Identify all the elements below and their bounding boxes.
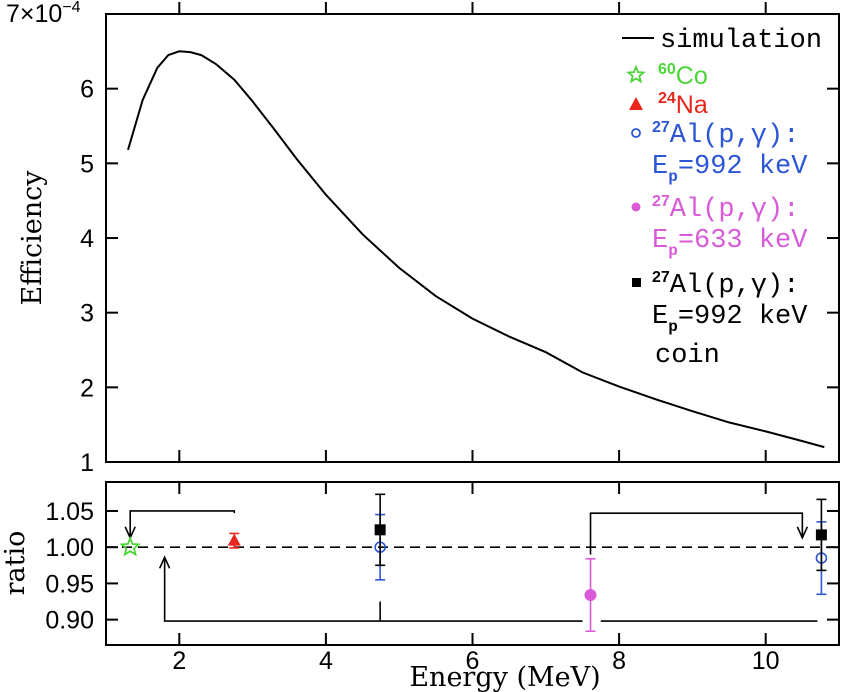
y-scale-exponent: −4	[62, 0, 80, 16]
ratio-y-ticks: 0.90 0.95 1.00 1.05	[45, 498, 839, 635]
ratio-panel: 0.90 0.95 1.00 1.05 2 4 6 8 10 ratio Energy (Me…	[0, 481, 840, 692]
ratio-y-axis-label: ratio	[0, 531, 31, 596]
legend-al992-coin-square-icon	[632, 278, 641, 287]
connector-bracket-2	[163, 557, 583, 622]
legend-al992-label-line1: 27Al(p,γ):	[652, 119, 799, 151]
legend-al992-coin-label-line1: 27Al(p,γ):	[652, 269, 799, 301]
efficiency-x-ticks	[178, 2, 767, 462]
legend-al633-label-line2: Ep=633 keV	[652, 226, 808, 260]
legend-na24-label: 24Na	[658, 90, 708, 119]
ratio-y-tick-label-1.00: 1.00	[45, 534, 94, 562]
x-tick-label-2: 2	[172, 647, 186, 675]
legend-al992-coin-label-line2: Ep=992 keV	[652, 302, 808, 336]
marker-square-3	[374, 524, 386, 536]
connector-bracket-1	[589, 512, 804, 555]
x-tick-label-8: 8	[612, 647, 626, 675]
ratio-x-ticks: 2 4 6 8 10	[172, 482, 780, 675]
ratio-point-3-square	[374, 493, 386, 567]
connector-arrowhead-2	[158, 555, 171, 569]
y-tick-label-2: 2	[80, 374, 94, 402]
y-tick-label-6: 6	[80, 76, 94, 104]
marker-square-6	[815, 529, 827, 541]
x-axis-label: Energy (MeV)	[409, 662, 600, 692]
ratio-point-6-square	[815, 498, 827, 572]
marker-triangle-1	[227, 533, 241, 546]
marker-star-0	[119, 535, 141, 557]
legend-al992-open-circle-icon	[631, 128, 641, 138]
legend-al992-label-line2: Ep=992 keV	[652, 152, 808, 186]
x-tick-label-10: 10	[752, 647, 780, 675]
ratio-connector-arrows	[124, 510, 818, 622]
legend-al992-coin-label-line3: coin	[655, 341, 720, 371]
y-tick-label-3: 3	[80, 300, 94, 328]
legend-al633-filled-circle-icon	[631, 202, 641, 212]
legend-simulation-label: simulation	[660, 26, 822, 56]
legend-co60-star-icon	[626, 64, 646, 84]
legend: simulation 60Co 24Na 27Al(p,γ): Ep=992 k…	[622, 26, 822, 371]
ratio-point-4-filled-circle	[584, 557, 597, 633]
y-tick-label-1: 1	[80, 449, 94, 477]
ratio-y-tick-label-0.90: 0.90	[45, 607, 94, 635]
x-tick-label-4: 4	[319, 647, 333, 675]
legend-al633-label-line1: 27Al(p,γ):	[652, 193, 799, 225]
y-scale-label: 7×10−4	[6, 0, 81, 28]
connector-bracket-0	[129, 510, 236, 538]
efficiency-y-axis-label: Efficiency	[17, 170, 48, 306]
ratio-y-tick-label-0.95: 0.95	[45, 570, 94, 598]
x-tick-label-6: 6	[466, 647, 480, 675]
marker-filled-circle-4	[584, 589, 597, 602]
ratio-point-0-star	[119, 535, 141, 557]
ratio-data-points	[119, 493, 828, 633]
simulation-series-line	[127, 50, 825, 449]
efficiency-panel: 1 2 3 4 5 6 7×10−4 Efficiency simulation 60Co…	[6, 0, 840, 477]
legend-co60-label: 60Co	[658, 61, 708, 90]
connector-arrowhead-1	[796, 526, 809, 540]
legend-na24-triangle-icon	[629, 97, 643, 110]
efficiency-y-ticks: 1 2 3 4 5 6	[80, 76, 839, 477]
y-tick-label-5: 5	[80, 150, 94, 178]
ratio-y-tick-label-1.05: 1.05	[45, 498, 94, 526]
y-tick-label-4: 4	[80, 225, 94, 253]
ratio-point-1-triangle	[227, 532, 241, 549]
